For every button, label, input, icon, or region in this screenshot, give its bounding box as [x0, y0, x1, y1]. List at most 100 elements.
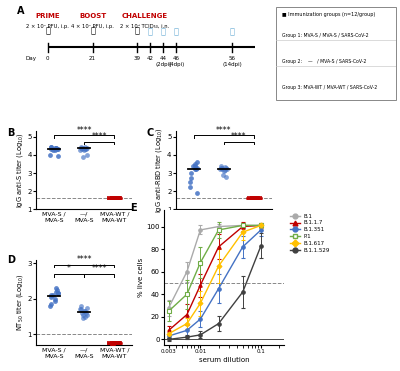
Point	[190, 163, 196, 169]
Text: 56
(14dpi): 56 (14dpi)	[222, 56, 242, 67]
Point	[82, 146, 89, 152]
Point	[187, 184, 193, 190]
Text: ****: ****	[92, 132, 107, 141]
Point	[54, 287, 60, 293]
Point	[223, 174, 230, 180]
Point	[52, 145, 58, 151]
Point	[111, 195, 118, 201]
Point	[255, 195, 262, 201]
Point	[52, 145, 59, 151]
Text: 2 × 10⁵ TCID₅₀, i.n.: 2 × 10⁵ TCID₅₀, i.n.	[120, 24, 169, 29]
Point	[106, 195, 112, 201]
Text: E: E	[130, 203, 137, 213]
Point	[114, 339, 121, 345]
Point	[109, 341, 116, 347]
Point	[80, 315, 86, 321]
Point	[117, 196, 124, 201]
Point	[217, 167, 223, 173]
Point	[224, 167, 230, 173]
Point	[48, 301, 54, 307]
Text: 🫁: 🫁	[229, 27, 234, 36]
Point	[110, 196, 116, 201]
Point	[52, 285, 59, 291]
Y-axis label: % live cells: % live cells	[138, 258, 144, 297]
Text: ****: ****	[76, 126, 92, 135]
Point	[78, 303, 84, 309]
Point	[188, 175, 194, 181]
Text: ****: ****	[231, 132, 247, 141]
Point	[251, 195, 257, 201]
Text: ****: ****	[76, 255, 92, 264]
Point	[114, 340, 120, 346]
Point	[50, 292, 56, 298]
Point	[50, 147, 56, 152]
Point	[82, 308, 88, 314]
Point	[79, 146, 85, 152]
Point	[112, 195, 119, 201]
Point	[116, 195, 122, 201]
Text: A: A	[17, 6, 25, 16]
Text: ****: ****	[216, 126, 232, 135]
Point	[111, 340, 118, 346]
Point	[53, 145, 59, 151]
Text: D: D	[7, 255, 15, 265]
Legend: B.1, B.1.1.7, B.1.351, P.1, B.1.617, B.1.1.529: B.1, B.1.1.7, B.1.351, P.1, B.1.617, B.1…	[289, 212, 330, 255]
Text: 🫁: 🫁	[174, 27, 179, 36]
Point	[52, 298, 58, 303]
Point	[187, 179, 194, 185]
Text: Day: Day	[25, 56, 36, 61]
Point	[250, 196, 256, 201]
Point	[117, 339, 124, 345]
Text: 0: 0	[46, 56, 50, 61]
Point	[109, 196, 116, 201]
Point	[83, 312, 90, 318]
Text: C: C	[147, 128, 154, 138]
Point	[52, 296, 58, 302]
Point	[219, 165, 225, 171]
Text: Group 3: MVA-WT / MVA-WT / SARS-CoV-2: Group 3: MVA-WT / MVA-WT / SARS-CoV-2	[282, 85, 377, 90]
Point	[110, 341, 116, 347]
Point	[78, 306, 84, 312]
Point	[114, 195, 120, 201]
Point	[82, 313, 89, 319]
Y-axis label: IgG anti-RBD titer (Log$_{10}$): IgG anti-RBD titer (Log$_{10}$)	[154, 128, 164, 213]
Point	[83, 310, 89, 316]
Point	[54, 290, 61, 296]
Point	[249, 196, 256, 201]
Point	[246, 195, 252, 201]
Point	[54, 146, 61, 152]
Point	[194, 165, 200, 171]
Point	[110, 196, 116, 201]
Point	[191, 163, 198, 169]
Point	[221, 168, 227, 174]
Text: 4 × 10⁷ PFU, i.p.: 4 × 10⁷ PFU, i.p.	[71, 24, 114, 29]
Text: 21: 21	[89, 56, 96, 61]
Text: Group 1: MVA-S / MVA-S / SARS-CoV-2: Group 1: MVA-S / MVA-S / SARS-CoV-2	[282, 33, 369, 38]
Point	[109, 340, 116, 346]
Point	[80, 154, 86, 160]
Point	[254, 195, 260, 201]
Text: 42: 42	[147, 56, 154, 61]
Point	[110, 196, 117, 201]
Point	[84, 145, 90, 151]
Point	[81, 147, 88, 153]
Point	[194, 159, 200, 165]
Point	[79, 310, 85, 316]
Point	[80, 312, 86, 318]
Point	[220, 172, 226, 178]
Point	[106, 340, 112, 346]
Point	[222, 164, 228, 170]
Point	[52, 147, 58, 153]
Point	[48, 144, 54, 150]
Point	[194, 190, 201, 196]
Point	[78, 144, 84, 150]
Point	[53, 289, 59, 295]
Point	[188, 170, 194, 176]
Point	[110, 339, 116, 345]
Point	[218, 165, 224, 171]
Point	[83, 152, 90, 158]
Point	[77, 147, 84, 152]
Point	[250, 196, 256, 201]
Point	[192, 167, 199, 173]
Text: ■ Immunization groups (n=12/group): ■ Immunization groups (n=12/group)	[282, 12, 375, 17]
